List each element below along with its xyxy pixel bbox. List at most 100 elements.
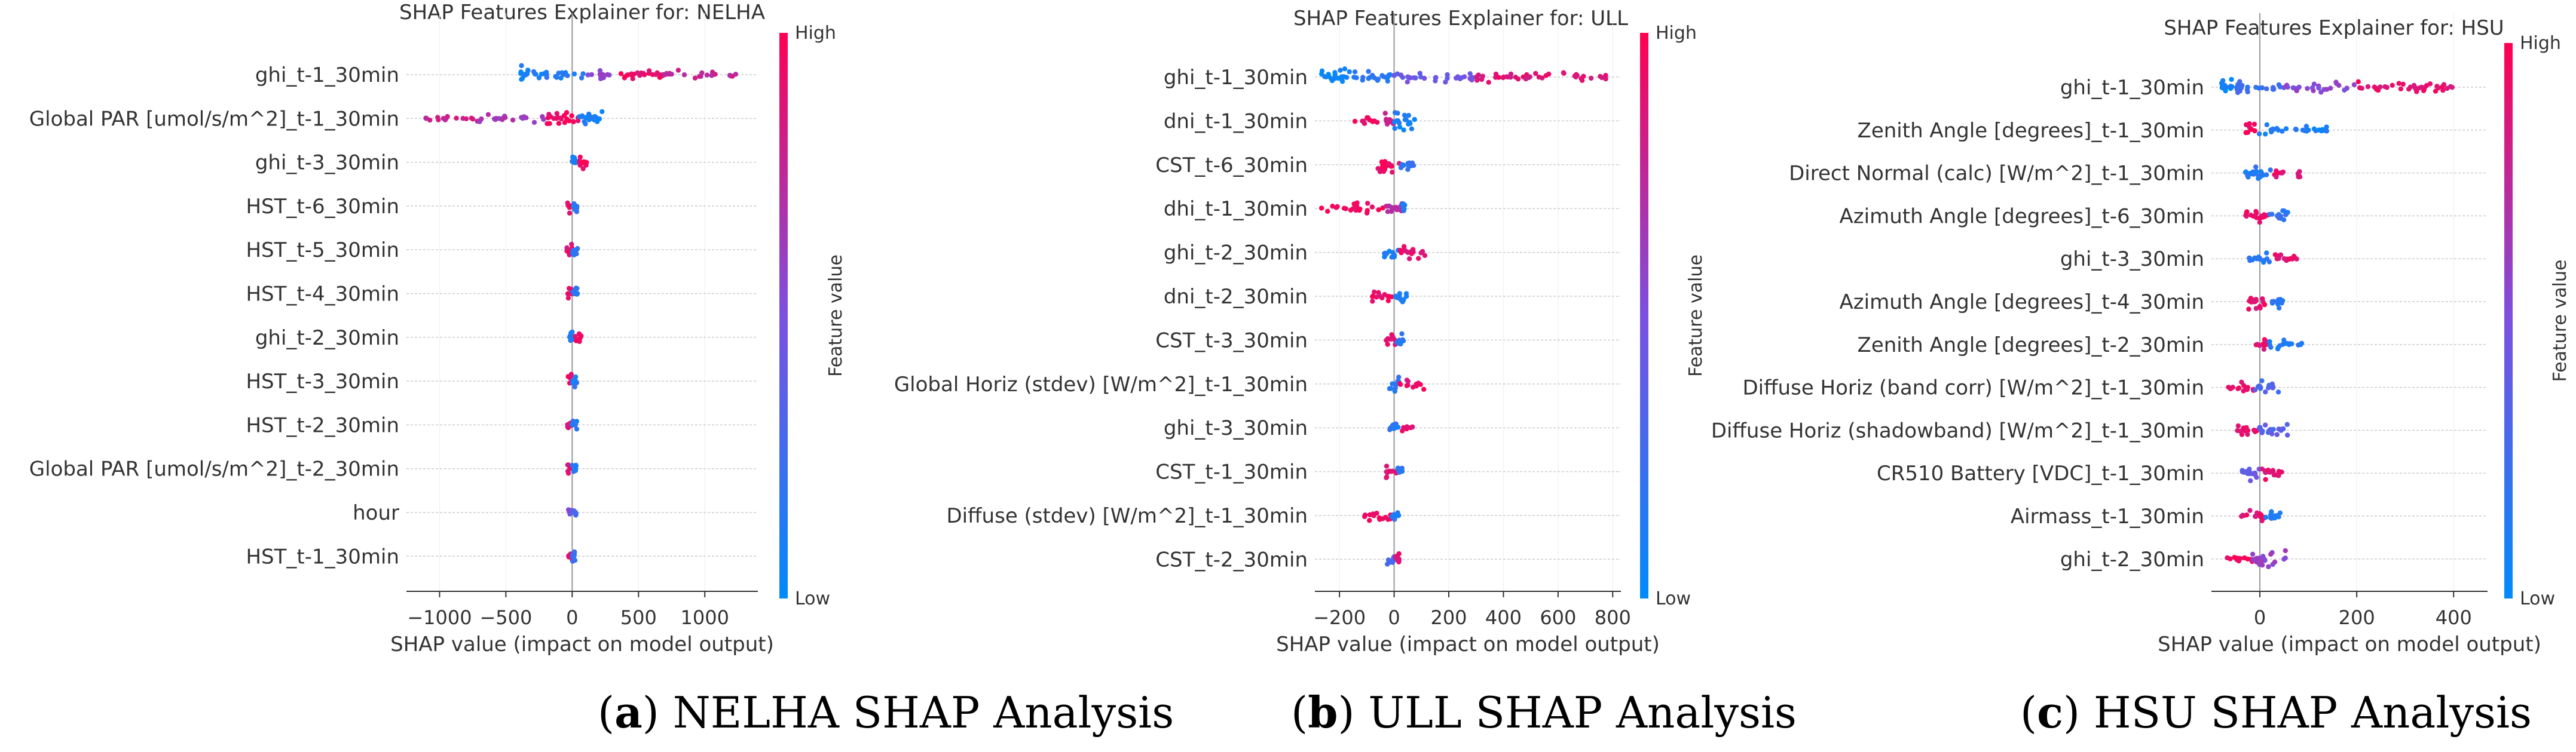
shap-point xyxy=(1433,78,1438,84)
feature-label: CST_t-1_30min xyxy=(1155,461,1308,484)
shap-point xyxy=(2253,306,2259,311)
shap-point xyxy=(577,336,583,341)
shap-point xyxy=(1396,425,1401,430)
shap-point xyxy=(2275,345,2281,351)
feature-dots xyxy=(2253,337,2305,352)
shap-point xyxy=(1409,251,1414,256)
feature-dots xyxy=(2219,76,2455,96)
shap-point xyxy=(2240,468,2245,473)
shap-point xyxy=(629,72,634,78)
shap-point xyxy=(2285,210,2290,215)
x-axis-label: SHAP value (impact on model output) xyxy=(1276,633,1660,656)
shap-point xyxy=(1381,74,1386,79)
feature-dots xyxy=(2243,121,2329,137)
shap-point xyxy=(1365,201,1370,206)
shap-point xyxy=(2275,127,2281,133)
shap-point xyxy=(573,462,579,468)
shap-point xyxy=(2294,88,2299,94)
shap-point xyxy=(1486,79,1491,85)
caption-text: ULL SHAP Analysis xyxy=(1355,687,1797,738)
colorbar xyxy=(2504,43,2513,598)
shap-point xyxy=(647,68,652,73)
shap-point xyxy=(1527,74,1532,79)
shap-point xyxy=(1391,205,1397,211)
shap-point xyxy=(1352,118,1358,124)
shap-point xyxy=(1407,75,1412,80)
shap-point xyxy=(1421,386,1427,392)
feature-label: dhi_t-1_30min xyxy=(1164,197,1308,221)
shap-point xyxy=(1369,118,1375,124)
shap-point xyxy=(1396,513,1401,518)
shap-point xyxy=(1376,515,1382,521)
shap-point xyxy=(2263,389,2268,395)
shap-point xyxy=(2270,126,2275,132)
feature-dots xyxy=(566,549,578,564)
shap-point xyxy=(460,116,466,121)
shap-point xyxy=(605,72,610,78)
colorbar-title: Feature value xyxy=(1685,254,1706,377)
feature-dots xyxy=(2240,466,2284,483)
shap-point xyxy=(546,112,552,117)
shap-point xyxy=(2235,555,2241,561)
shap-point xyxy=(567,118,572,124)
shap-point xyxy=(1370,299,1375,304)
shap-point xyxy=(2229,385,2234,391)
shap-point xyxy=(1457,76,1463,82)
shap-point xyxy=(1392,125,1397,131)
shap-point xyxy=(554,111,559,116)
shap-point xyxy=(2275,389,2281,395)
shap-point xyxy=(1322,74,1327,79)
shap-point xyxy=(2365,84,2371,90)
feature-label: Azimuth Angle [degrees]_t-6_30min xyxy=(1840,204,2204,228)
feature-dots xyxy=(423,109,605,127)
shap-point xyxy=(2245,471,2250,476)
shap-point xyxy=(1400,201,1405,207)
shap-point xyxy=(580,71,586,76)
shap-point xyxy=(2277,305,2282,311)
shap-point xyxy=(1405,250,1411,255)
shap-point xyxy=(2263,514,2269,520)
shap-point xyxy=(1573,74,1578,80)
feature-label: CST_t-2_30min xyxy=(1155,548,1308,572)
shap-point xyxy=(1418,250,1424,256)
feature-dots xyxy=(2226,378,2281,395)
shap-point xyxy=(1405,161,1411,166)
feature-label: CST_t-3_30min xyxy=(1155,329,1308,352)
shap-point xyxy=(2324,128,2329,134)
shap-point xyxy=(435,115,440,120)
shap-point xyxy=(454,115,459,121)
shap-point xyxy=(1496,75,1501,80)
shap-point xyxy=(2268,551,2274,557)
colorbar-high-label: High xyxy=(2520,33,2561,54)
shap-point xyxy=(554,75,559,80)
shap-point xyxy=(2245,84,2250,90)
shap-point xyxy=(2378,84,2383,90)
feature-dots xyxy=(565,372,580,389)
chart-title: SHAP Features Explainer for: NELHA xyxy=(399,1,765,24)
feature-dots xyxy=(1370,289,1409,305)
shap-point xyxy=(2257,216,2263,221)
feature-dots xyxy=(1318,200,1408,216)
shap-point xyxy=(2303,128,2309,134)
shap-point xyxy=(2262,302,2268,308)
shap-point xyxy=(1343,206,1348,211)
shap-point xyxy=(1395,465,1401,471)
shap-point xyxy=(2248,478,2253,483)
shap-point xyxy=(2396,81,2401,86)
shap-point xyxy=(601,75,606,81)
shap-point xyxy=(2278,252,2284,257)
shap-point xyxy=(562,120,568,125)
shap-point xyxy=(2268,345,2274,350)
shap-point xyxy=(1401,244,1407,249)
shap-point xyxy=(2311,88,2316,93)
shap-point xyxy=(1589,75,1594,81)
feature-label: Airmass_t-1_30min xyxy=(2011,505,2204,529)
shap-point xyxy=(2274,174,2279,180)
shap-point xyxy=(1318,205,1324,211)
shap-point xyxy=(2257,174,2263,180)
feature-label: ghi_t-2_30min xyxy=(255,326,399,350)
shap-point xyxy=(1505,74,1510,80)
shap-point xyxy=(2424,82,2430,88)
shap-point xyxy=(558,75,564,81)
shap-point xyxy=(2436,85,2441,91)
